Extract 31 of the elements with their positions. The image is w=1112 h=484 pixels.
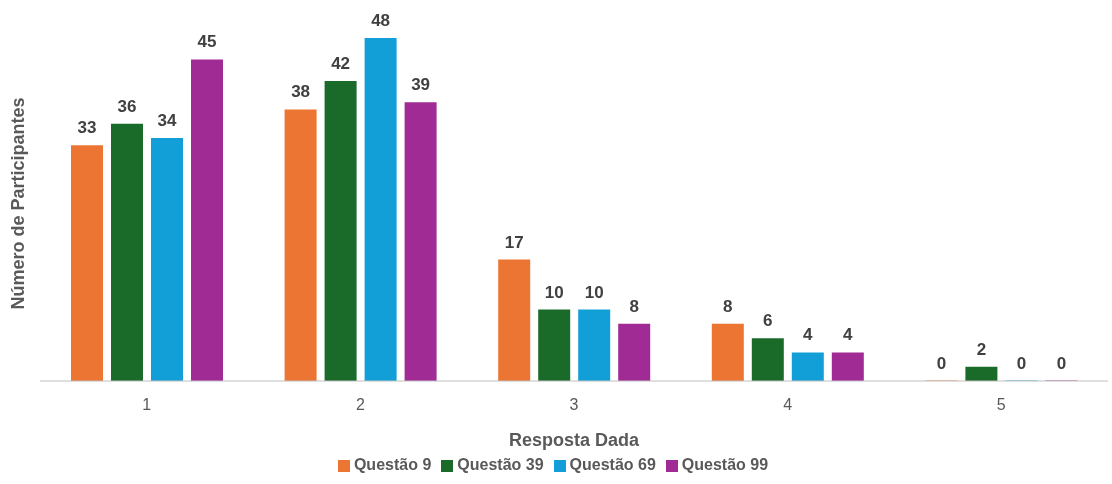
x-tick-label: 1 bbox=[142, 396, 152, 414]
data-label: 45 bbox=[197, 32, 217, 52]
x-tick-label: 3 bbox=[569, 396, 579, 414]
legend-label: Questão 99 bbox=[681, 456, 769, 473]
data-label: 33 bbox=[77, 118, 97, 138]
legend-label: Questão 69 bbox=[569, 456, 656, 473]
data-label: 2 bbox=[976, 339, 987, 359]
legend-label: Questão 9 bbox=[353, 456, 432, 473]
data-label: 8 bbox=[629, 296, 639, 316]
data-label: 0 bbox=[1056, 353, 1067, 373]
legend-label: Questão 39 bbox=[457, 456, 544, 473]
data-label: 0 bbox=[1016, 353, 1027, 373]
data-label: 4 bbox=[803, 325, 814, 345]
data-label: 48 bbox=[371, 11, 391, 30]
data-label: 34 bbox=[157, 111, 177, 131]
data-label: 8 bbox=[723, 296, 733, 316]
y-axis-title: Número de Participantes bbox=[8, 97, 29, 310]
data-label: 10 bbox=[544, 282, 564, 302]
data-label: 10 bbox=[584, 282, 604, 302]
data-label: 17 bbox=[504, 232, 524, 252]
data-label: 36 bbox=[117, 96, 137, 116]
data-label: 4 bbox=[843, 325, 854, 345]
x-tick-label: 2 bbox=[355, 396, 365, 414]
data-label: 38 bbox=[291, 82, 311, 102]
x-tick-label: 5 bbox=[996, 396, 1006, 414]
data-label: 6 bbox=[763, 311, 773, 331]
x-axis-title: Resposta Dada bbox=[508, 430, 641, 450]
data-label: 0 bbox=[936, 353, 947, 373]
x-tick-label: 4 bbox=[783, 396, 793, 414]
data-label: 39 bbox=[411, 75, 431, 95]
data-label: 42 bbox=[331, 53, 351, 73]
